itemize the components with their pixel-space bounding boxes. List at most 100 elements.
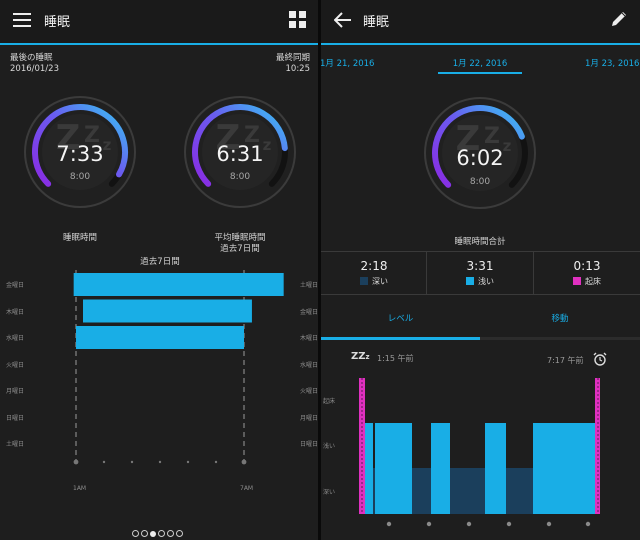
- date-current[interactable]: 1月 22, 2016: [452, 59, 508, 69]
- sleep-time-value: 7:33: [56, 142, 104, 166]
- tab-level-underline: [321, 337, 480, 340]
- day-label-left: 土曜日: [6, 441, 25, 448]
- edit-pencil-icon[interactable]: [610, 10, 628, 28]
- awake-value: 0:13: [573, 259, 601, 273]
- zzz-watermark-icon: z: [103, 136, 112, 154]
- date-next[interactable]: 1月 23, 2016: [585, 59, 640, 69]
- tab-movement[interactable]: 移動: [551, 314, 569, 324]
- avg-sleep-value: 6:31: [216, 142, 264, 166]
- level-label-light: 浅い: [323, 443, 336, 450]
- total-sleep-caption: 睡眠時間合計: [454, 237, 506, 247]
- hour-tick: [73, 459, 79, 465]
- menu-icon[interactable]: [13, 12, 31, 28]
- day-label-right: 木曜日: [300, 335, 318, 342]
- app-bar: 睡眠: [0, 0, 318, 43]
- sleep-time-caption: 睡眠時間: [62, 233, 97, 243]
- hour-tick: [102, 460, 106, 464]
- awake-legend: 起床: [534, 276, 640, 287]
- tab-underline-track: [321, 337, 640, 340]
- hour-tick: [130, 460, 134, 464]
- light-sleep-label: 浅い: [478, 277, 494, 286]
- page-dot[interactable]: [167, 530, 174, 537]
- level-label-deep: 深い: [323, 489, 336, 496]
- awake-swatch: [573, 277, 581, 285]
- gauge-face: [442, 115, 518, 191]
- gauge-face: [42, 114, 118, 190]
- zzz-watermark-icon: z: [503, 137, 512, 155]
- page-dot[interactable]: [150, 531, 156, 537]
- light-segment: [485, 423, 506, 514]
- zzz-watermark-icon: z: [263, 136, 272, 154]
- avg-sleep-caption: 平均睡眠時間: [214, 233, 266, 243]
- level-label-awake: 起床: [323, 398, 336, 405]
- sleep-detail-panel: 睡眠 1月 21, 2016 1月 22, 2016 1月 23, 2016 Z…: [321, 0, 640, 540]
- day-label-right: 月曜日: [300, 414, 318, 422]
- app-bar: 睡眠: [321, 0, 640, 43]
- deep-sleep-label: 深い: [372, 277, 388, 286]
- page-dot[interactable]: [176, 530, 183, 537]
- zzz-watermark-icon: Z: [456, 119, 481, 159]
- light-segment: [533, 423, 595, 514]
- page-title: 睡眠: [363, 15, 390, 30]
- day-label-left: 日曜日: [6, 414, 25, 422]
- gauge-face: [202, 114, 278, 190]
- date-prev[interactable]: 1月 21, 2016: [321, 59, 375, 69]
- tab-level[interactable]: レベル: [387, 314, 414, 324]
- awake-label: 起床: [585, 277, 601, 286]
- date-current-underline: [438, 72, 522, 74]
- light-segment: [365, 423, 373, 514]
- day-label-right: 土曜日: [300, 282, 318, 289]
- x-axis-dots: [386, 521, 591, 527]
- avg-sleep-goal: 8:00: [229, 172, 251, 182]
- x-tick-label: 7AM: [240, 485, 254, 492]
- page-dot[interactable]: [141, 530, 148, 537]
- light-sleep-value: 3:31: [466, 259, 494, 273]
- sleep-bar[interactable]: [83, 299, 252, 323]
- day-label-left: 金曜日: [6, 282, 25, 289]
- gauge-progress: [432, 105, 525, 188]
- day-label-left: 火曜日: [6, 361, 25, 369]
- day-label-right: 水曜日: [300, 361, 318, 369]
- day-label-left: 月曜日: [6, 388, 25, 395]
- deep-swatch: [360, 277, 368, 285]
- zzz-watermark-icon: Z: [484, 124, 500, 149]
- light-sleep-legend: 浅い: [427, 276, 533, 287]
- back-arrow-icon[interactable]: [333, 12, 352, 28]
- app-bar-accent: [321, 43, 640, 45]
- avg-sleep-caption-period: 過去7日間: [220, 244, 260, 254]
- last-sleep-label: 最後の睡眠: [10, 53, 53, 63]
- page-indicator: [132, 522, 192, 537]
- deep-sleep-legend: 深い: [321, 276, 427, 287]
- hour-tick: [158, 460, 162, 464]
- day-label-right: 火曜日: [300, 388, 318, 395]
- light-segment: [375, 423, 412, 514]
- gauge-progress: [32, 104, 128, 187]
- light-segment: [431, 423, 450, 514]
- sleep-start-time: 1:15 午前: [377, 354, 414, 363]
- day-label-right: 日曜日: [300, 441, 318, 448]
- panel-divider: [318, 0, 321, 540]
- sleep-bar[interactable]: [76, 326, 244, 349]
- zzz-icon: ZZz: [351, 351, 370, 362]
- zzz-watermark-icon: Z: [244, 123, 260, 148]
- last-sync-time: 10:25: [285, 64, 311, 74]
- page-dot[interactable]: [132, 530, 139, 537]
- x-tick-label: 1AM: [73, 485, 87, 492]
- zzz-watermark-icon: Z: [56, 118, 81, 158]
- sleep-bar[interactable]: [73, 273, 284, 296]
- last-sleep-date: 2016/01/23: [10, 64, 59, 74]
- total-sleep-goal: 8:00: [469, 177, 491, 187]
- sleep-stages-row: 2:18 深い 3:31 浅い 0:13 起床: [321, 251, 640, 295]
- grid-view-icon[interactable]: [289, 11, 307, 29]
- weekly-sleep-chart: [73, 270, 284, 465]
- day-label-right: 金曜日: [300, 308, 318, 316]
- hour-tick: [186, 460, 190, 464]
- page-title: 睡眠: [44, 15, 71, 30]
- page-dot[interactable]: [158, 530, 165, 537]
